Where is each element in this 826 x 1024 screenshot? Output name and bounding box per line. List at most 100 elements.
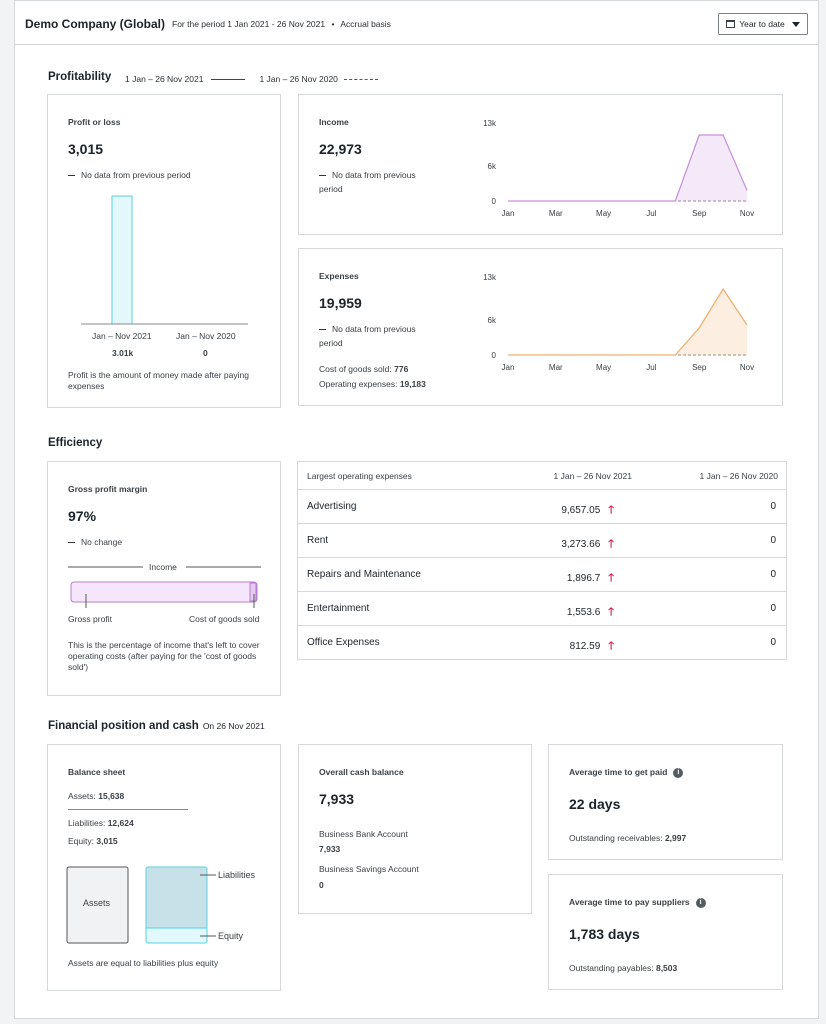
pay-suppliers-title: Average time to pay suppliers i (569, 897, 706, 908)
x-tick-label: Jan (502, 363, 515, 372)
expenses-compare: No data from previous period (319, 324, 416, 348)
balance-footnote: Assets are equal to liabilities plus equ… (68, 958, 219, 968)
payables-line: Outstanding payables: 8,503 (569, 963, 678, 973)
gross-margin-title: Gross profit margin (68, 484, 148, 494)
header-previous-period: 1 Jan – 26 Nov 2020 (699, 471, 778, 481)
table-row[interactable]: Entertainment 1,553.6 🡑 0 (298, 592, 786, 626)
header-current-period: 1 Jan – 26 Nov 2021 (553, 471, 632, 481)
expense-name: Office Expenses (307, 637, 380, 648)
expense-current: 9,657.05 🡑 (561, 504, 614, 516)
expense-previous: 0 (770, 535, 776, 546)
profit-title: Profit or loss (68, 117, 121, 127)
x-tick-label: Jul (646, 209, 656, 218)
receivables-line: Outstanding receivables: 2,997 (569, 833, 687, 843)
assets-block (66, 866, 129, 944)
liabilities-block (146, 867, 207, 929)
margin-diagram (68, 566, 261, 608)
profit-footnote: Profit is the amount of money made after… (68, 370, 249, 391)
income-title: Income (319, 117, 349, 127)
date-range-dropdown[interactable]: Year to date (718, 13, 808, 35)
gross-margin-footnote: This is the percentage of income that's … (68, 640, 260, 672)
x-tick-label: Nov (740, 209, 754, 218)
gross-margin-value: 97% (68, 508, 97, 524)
profit-card: Profit or loss 3,015 No data from previo… (47, 94, 281, 408)
cash-title: Overall cash balance (319, 767, 404, 777)
arrow-up-icon: 🡑 (608, 504, 614, 516)
expenses-card: Expenses 19,959 No data from previous pe… (298, 248, 783, 406)
cash-balance-card: Overall cash balance 7,933 Business Bank… (298, 744, 532, 914)
margin-bar (70, 581, 258, 603)
y-tick-label: 13k (483, 119, 497, 128)
period-text: For the period 1 Jan 2021 - 26 Nov 2021 … (172, 19, 391, 29)
arrow-up-icon: 🡑 (608, 538, 614, 550)
income-area-chart: 13k 6k 0 Jan Mar May Jul Sep Nov (483, 119, 754, 218)
arrow-up-icon: 🡑 (608, 606, 614, 618)
profit-value: 3,015 (68, 141, 104, 157)
series-line (508, 134, 748, 202)
table-row[interactable]: Repairs and Maintenance 1,896.7 🡑 0 (298, 558, 786, 592)
cogs-line: Cost of goods sold: 776 (319, 364, 409, 374)
calendar-icon (726, 20, 736, 28)
x-tick-label: Mar (549, 209, 563, 218)
liabilities-diagram-label: Liabilities (218, 870, 256, 880)
section-title-profitability: Profitability (48, 71, 112, 83)
income-diagram-label: Income (149, 562, 177, 572)
table-row[interactable]: Advertising 9,657.05 🡑 0 (298, 490, 786, 524)
expenses-value: 19,959 (319, 295, 362, 311)
x-tick-label: May (596, 363, 611, 372)
balance-diagram (66, 866, 216, 944)
expense-name: Entertainment (307, 603, 370, 614)
get-paid-title: Average time to get paid i (569, 767, 684, 778)
x-tick-label: Jan (502, 209, 515, 218)
org-name: Demo Company (Global) (25, 17, 166, 31)
caret-down-icon (791, 21, 800, 27)
pay-suppliers-card: Average time to pay suppliers i 1,783 day… (548, 874, 783, 990)
profit-bar-chart (81, 195, 248, 325)
get-paid-value: 22 days (569, 796, 621, 812)
arrow-up-icon: 🡑 (608, 572, 614, 584)
cogs-segment (249, 582, 257, 602)
cogs-diagram-label: Cost of goods sold (189, 614, 260, 624)
expense-current: 1,896.7 🡑 (566, 572, 614, 584)
series-line (508, 287, 748, 356)
y-tick-label: 6k (488, 162, 497, 171)
get-paid-card: Average time to get paid i 22 days Outsta… (548, 744, 783, 860)
x-tick-label: Nov (740, 363, 754, 372)
expense-name: Rent (307, 535, 329, 546)
financial-date: On 26 Nov 2021 (202, 721, 265, 731)
table-row[interactable]: Office Expenses 812.59 🡑 0 (298, 626, 786, 660)
equity-diagram-label: Equity (218, 931, 244, 941)
balance-divider (68, 809, 188, 810)
operating-expenses-table: Largest operating expenses 1 Jan – 26 No… (297, 461, 787, 660)
bar-value-previous: 0 (203, 348, 208, 358)
info-icon[interactable]: i (695, 897, 706, 908)
gross-margin-card: Gross profit margin 97% No change Income… (47, 461, 281, 696)
account-name[interactable]: Business Savings Account (319, 864, 419, 874)
cash-value: 7,933 (319, 791, 355, 807)
bar-label-previous: Jan – Nov 2020 (176, 331, 236, 341)
y-tick-label: 0 (492, 197, 497, 206)
expense-previous: 0 (770, 569, 776, 580)
y-tick-label: 6k (488, 316, 497, 325)
account-name[interactable]: Business Bank Account (319, 829, 408, 839)
opex-line: Operating expenses: 19,183 (319, 379, 426, 389)
liabilities-line: Liabilities: 12,624 (68, 818, 134, 828)
period-legend: 1 Jan – 26 Nov 2021 1 Jan – 26 Nov 2020 (125, 74, 378, 84)
table-row[interactable]: Rent 3,273.66 🡑 0 (298, 524, 786, 558)
expense-current: 1,553.6 🡑 (566, 606, 614, 618)
dashboard-frame: Demo Company (Global) For the period 1 J… (14, 0, 819, 1019)
expense-name: Advertising (307, 501, 357, 512)
assets-line: Assets: 15,638 (68, 791, 125, 801)
bar-value-current: 3.01k (112, 348, 134, 358)
expense-current: 3,273.66 🡑 (561, 538, 614, 550)
section-title-efficiency: Efficiency (48, 437, 103, 449)
bar-label-current: Jan – Nov 2021 (92, 331, 152, 341)
y-tick-label: 0 (492, 351, 497, 360)
info-icon[interactable]: i (673, 767, 684, 778)
x-tick-label: May (596, 209, 611, 218)
section-title-financial: Financial position and cash On 26 Nov 202… (48, 720, 265, 732)
expense-current: 812.59 🡑 (569, 640, 614, 652)
expenses-area-chart: 13k 6k 0 Jan Mar May Jul Sep Nov (483, 273, 754, 372)
area-fill (508, 289, 747, 355)
x-tick-label: Sep (692, 209, 707, 218)
